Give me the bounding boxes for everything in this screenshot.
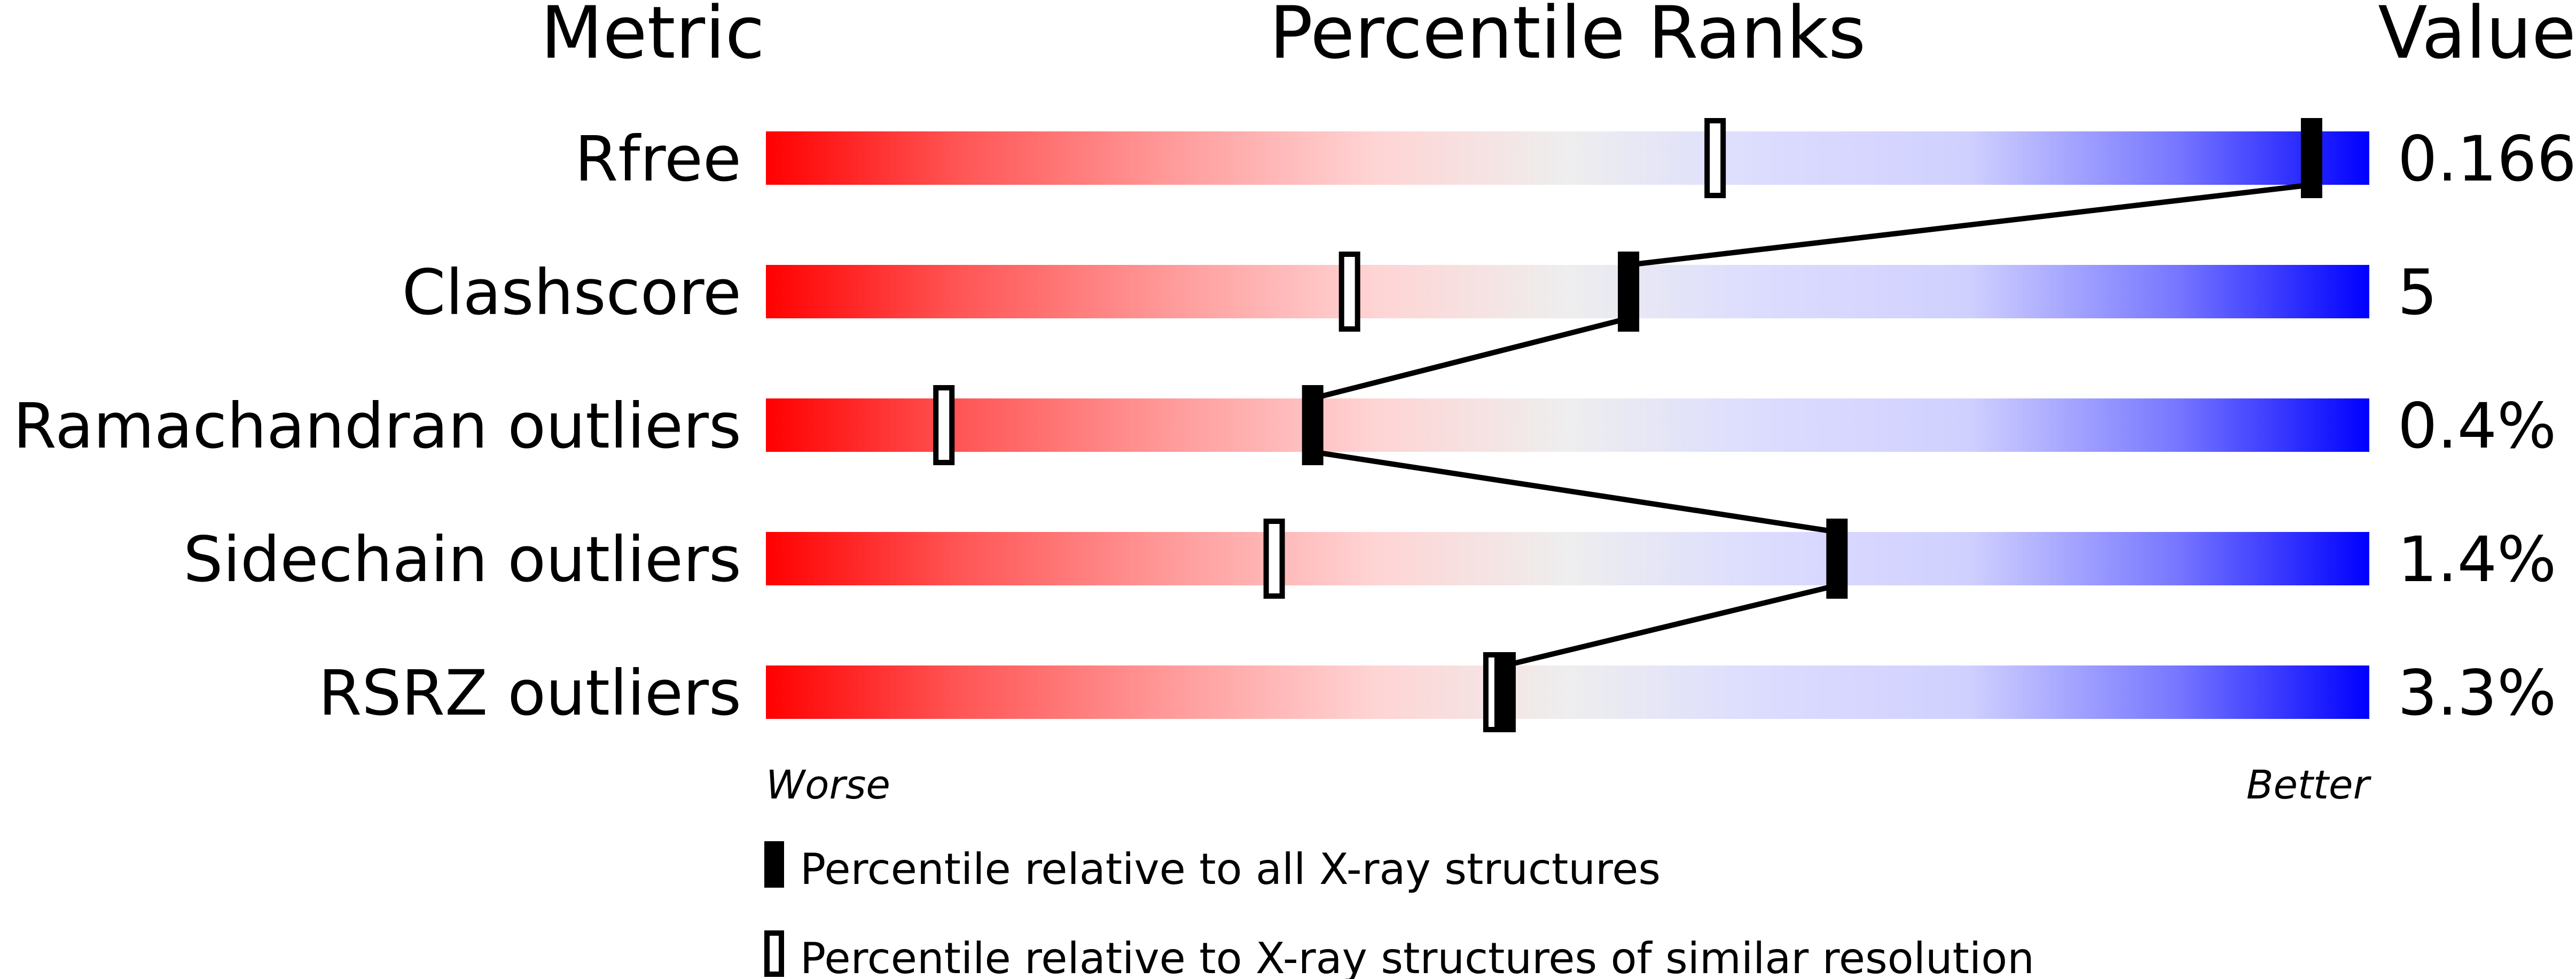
metric-label: Sidechain outliers	[183, 523, 741, 596]
header-percentile-ranks: Percentile Ranks	[1270, 0, 1866, 75]
marker-similar-resolution	[1704, 118, 1726, 198]
connector-line	[1628, 182, 2312, 268]
legend-filled-marker	[764, 841, 784, 888]
percentile-bar	[766, 265, 2369, 318]
legend-label-all: Percentile relative to all X-ray structu…	[800, 844, 1661, 894]
metric-value: 1.4%	[2398, 523, 2556, 596]
marker-all-structures	[2300, 118, 2322, 198]
axis-label-worse: Worse	[766, 762, 890, 808]
connector-line	[1312, 316, 1630, 401]
percentile-bar	[766, 398, 2369, 452]
legend-label-similar: Percentile relative to X-ray structures …	[800, 934, 2034, 979]
percentile-bar	[766, 532, 2369, 585]
marker-all-structures	[1494, 652, 1516, 732]
percentile-bar	[766, 131, 2369, 185]
metric-value: 5	[2398, 256, 2437, 329]
marker-all-structures	[1618, 252, 1640, 332]
marker-all-structures	[1302, 385, 1324, 465]
metric-label: Clashscore	[402, 256, 741, 329]
marker-similar-resolution	[933, 385, 955, 465]
metric-value: 3.3%	[2398, 656, 2556, 730]
connector-line	[1504, 583, 1838, 668]
metric-label: Rfree	[575, 122, 741, 195]
metric-label: RSRZ outliers	[318, 656, 741, 730]
metric-value: 0.166	[2398, 122, 2576, 195]
metric-value: 0.4%	[2398, 389, 2556, 463]
marker-similar-resolution	[1263, 519, 1285, 599]
marker-similar-resolution	[1338, 252, 1360, 332]
header-metric: Metric	[541, 0, 765, 75]
legend: Percentile relative to all X-ray structu…	[764, 841, 2034, 979]
header-value: Value	[2378, 0, 2576, 75]
marker-all-structures	[1826, 519, 1848, 599]
metric-label: Ramachandran outliers	[13, 389, 742, 463]
axis-label-better: Better	[2246, 762, 2372, 808]
connector-line	[1312, 449, 1838, 535]
legend-open-marker	[764, 930, 784, 977]
percentile-bar	[766, 665, 2369, 719]
